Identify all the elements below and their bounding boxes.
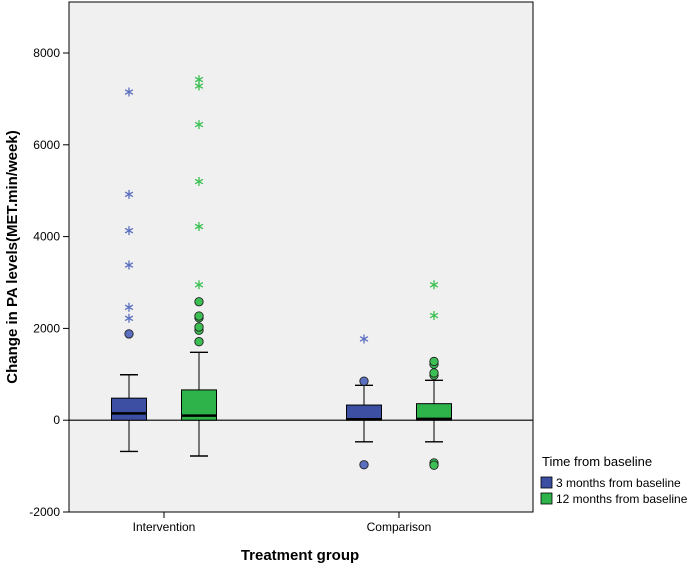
extreme-point	[194, 120, 204, 130]
extreme-point	[429, 280, 439, 290]
extreme-point	[124, 87, 134, 97]
outlier-point	[429, 368, 439, 378]
legend-title: Time from baseline	[542, 454, 652, 469]
y-tick-label: 6000	[33, 138, 60, 152]
extreme-point	[429, 311, 439, 321]
box-0-1	[181, 351, 217, 457]
iqr-box	[416, 403, 452, 421]
x-axis-title: Treatment group	[241, 547, 359, 564]
y-tick-label: 8000	[33, 46, 60, 60]
outlier-point	[194, 337, 204, 347]
y-tick-label: 2000	[33, 321, 60, 335]
legend-swatch-12-months	[540, 492, 553, 505]
plot-background	[68, 1, 534, 513]
iqr-box	[346, 404, 382, 421]
extreme-point	[359, 334, 369, 344]
outlier-point	[359, 376, 369, 386]
outlier-point	[359, 460, 369, 470]
extreme-point	[194, 75, 204, 85]
outlier-point	[124, 329, 134, 339]
extreme-point	[124, 302, 134, 312]
box-1-1	[416, 379, 452, 443]
extreme-point	[124, 189, 134, 199]
y-tick-label: -2000	[29, 505, 60, 519]
legend-label-3-months: 3 months from baseline	[556, 476, 681, 490]
extreme-point	[124, 260, 134, 270]
outlier-point	[194, 297, 204, 307]
extreme-point	[124, 313, 134, 323]
outlier-point	[194, 322, 204, 332]
outlier-point	[429, 460, 439, 470]
legend: Time from baseline 3 months from baselin…	[540, 454, 688, 506]
box-1-0	[346, 384, 382, 443]
legend-label-12-months: 12 months from baseline	[556, 492, 688, 506]
box-0-0	[111, 374, 147, 453]
legend-swatch-3-months	[540, 476, 553, 489]
y-tick-label: 4000	[33, 230, 60, 244]
y-axis-title: Change in PA levels(MET.min/week)	[4, 130, 21, 383]
extreme-point	[194, 222, 204, 231]
x-tick-label: Comparison	[367, 520, 432, 534]
outlier-point	[194, 311, 204, 321]
extreme-point	[194, 280, 204, 290]
outlier-point	[429, 356, 439, 367]
extreme-point	[194, 177, 204, 187]
x-tick-label: Intervention	[133, 520, 196, 534]
iqr-box	[111, 397, 147, 421]
y-tick-label: 0	[53, 413, 60, 427]
extreme-point	[124, 226, 134, 236]
